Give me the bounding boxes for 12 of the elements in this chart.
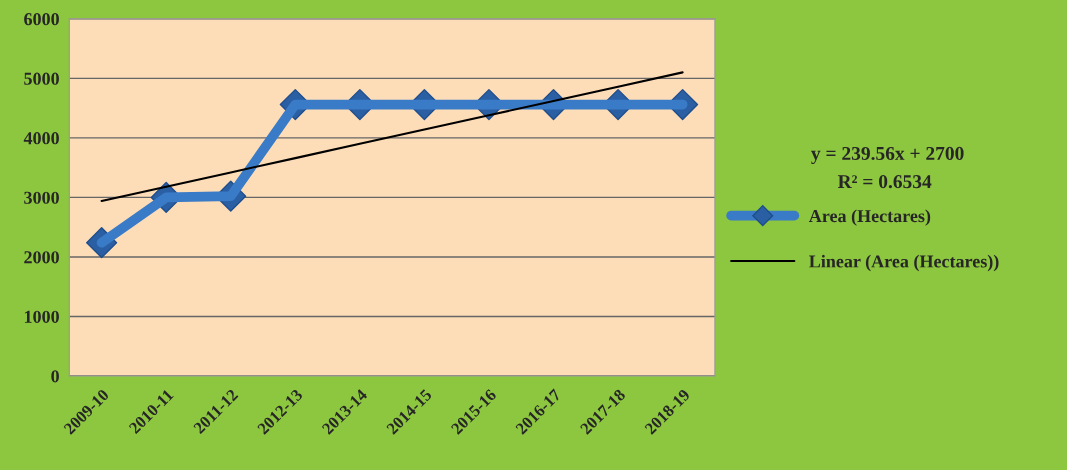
y-tick-label: 1000 xyxy=(24,310,59,323)
line-series xyxy=(100,71,684,203)
text: y = 239.56x + 2700 xyxy=(811,146,964,164)
y-tick-label: 4000 xyxy=(23,132,59,145)
legend-label: Area (Hectares) xyxy=(808,209,931,226)
legend-label: Linear (Area (Hectares)) xyxy=(809,254,999,272)
text: R² = 0.6534 xyxy=(837,175,932,189)
y-tick-label: 2000 xyxy=(24,251,59,264)
y-tick-label: 6000 xyxy=(24,13,59,26)
y-tick-label: 3000 xyxy=(24,191,59,204)
y-tick-label: 5000 xyxy=(24,72,59,85)
y-tick-label: 0 xyxy=(51,370,59,383)
